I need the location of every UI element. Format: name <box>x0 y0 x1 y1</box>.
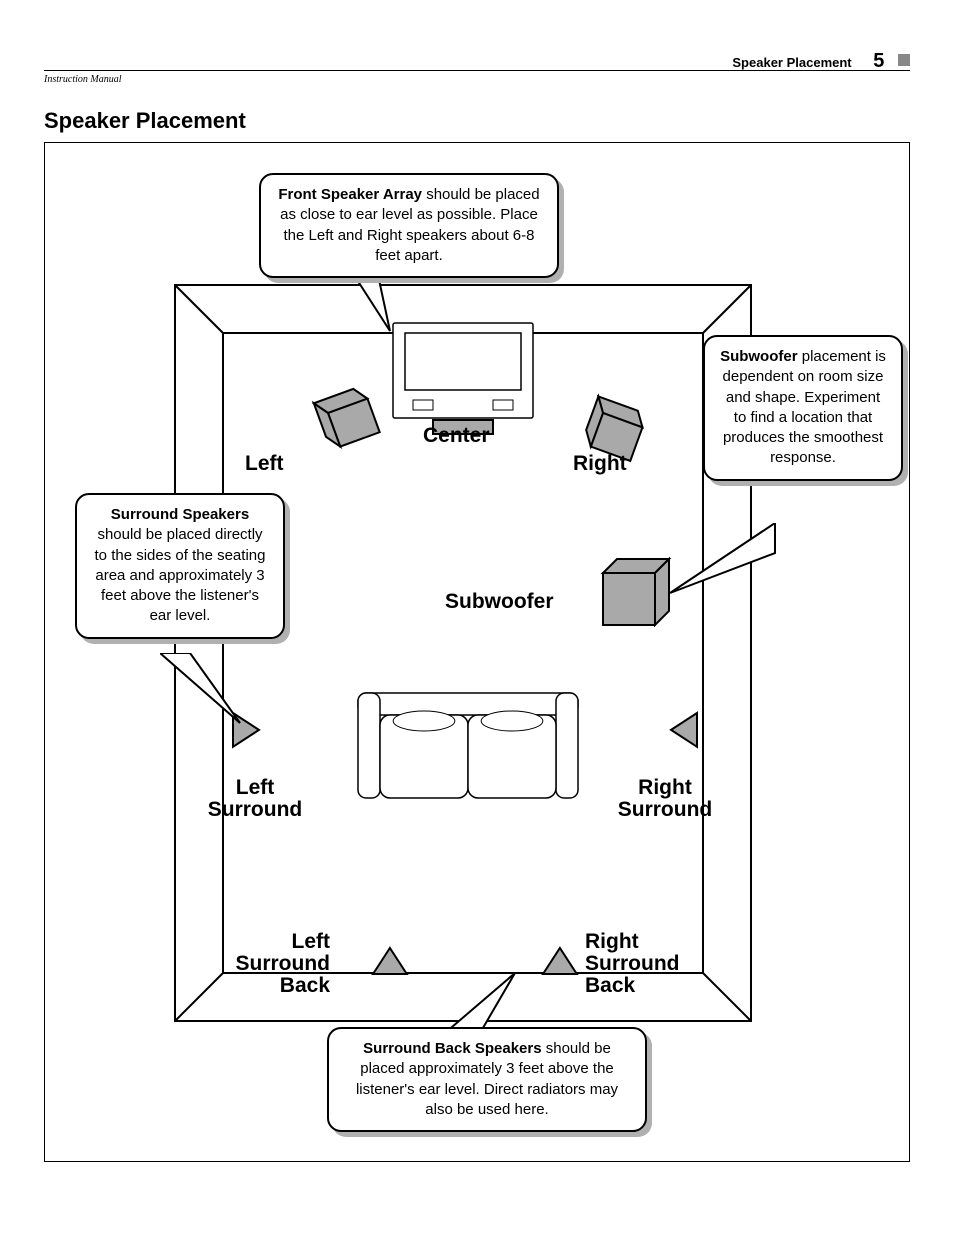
label-left-surround: LeftSurround <box>195 777 315 821</box>
label-right-surround: RightSurround <box>605 777 725 821</box>
callout-surr-bold: Surround Speakers <box>111 506 249 523</box>
page-title: Speaker Placement <box>44 108 246 134</box>
callout-surr-text: should be placed directly to the sides o… <box>95 526 266 624</box>
label-left-surround-back: LeftSurroundBack <box>210 931 330 997</box>
label-left: Left <box>245 453 284 475</box>
callout-sub-bold: Subwoofer <box>720 348 798 365</box>
callout-surround: Surround Speakers should be placed direc… <box>75 493 285 639</box>
diagram-frame: Front Speaker Array should be placed as … <box>44 142 910 1162</box>
callout-front-bold: Front Speaker Array <box>278 186 422 203</box>
label-right: Right <box>573 453 627 475</box>
label-right-surround-back: RightSurroundBack <box>585 931 705 997</box>
callout-front-array: Front Speaker Array should be placed as … <box>259 173 559 278</box>
callout-subwoofer: Subwoofer placement is dependent on room… <box>703 335 903 481</box>
header-rule <box>44 70 910 71</box>
label-subwoofer: Subwoofer <box>445 591 554 613</box>
callout-surround-back: Surround Back Speakers should be placed … <box>327 1027 647 1132</box>
page-marker-icon <box>898 54 910 66</box>
pointer-surr-icon <box>160 653 270 743</box>
pointer-sub-icon <box>665 523 785 613</box>
manual-label: Instruction Manual <box>44 74 122 85</box>
page-number: 5 <box>873 50 884 72</box>
callout-back-bold: Surround Back Speakers <box>363 1040 541 1057</box>
label-center: Center <box>423 425 490 447</box>
callout-sub-text: placement is dependent on room size and … <box>723 348 886 466</box>
header-section-label: Speaker Placement <box>732 55 851 70</box>
